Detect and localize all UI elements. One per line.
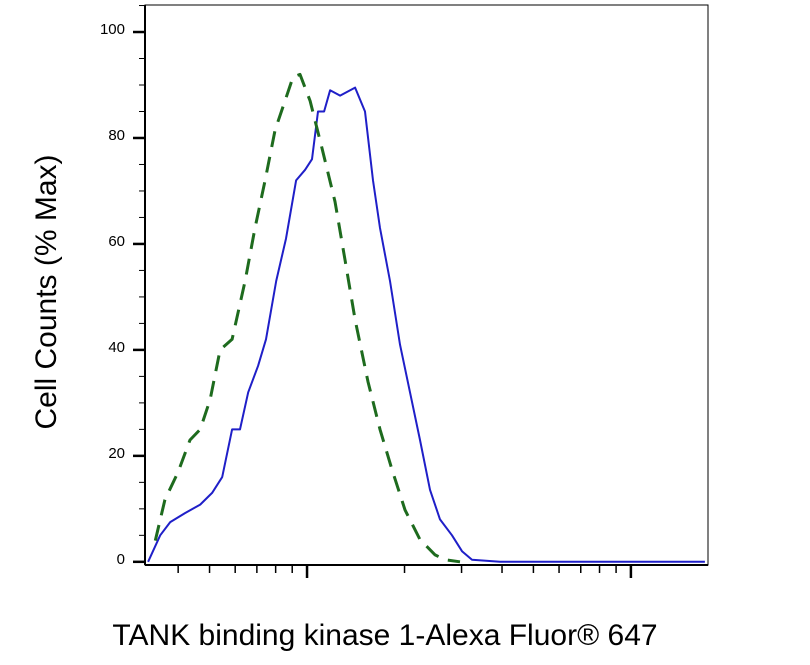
y-tick-label: 0 [117, 551, 125, 568]
histogram-line [153, 72, 461, 564]
x-axis-title: TANK binding kinase 1-Alexa Fluor® 647 [112, 619, 657, 652]
y-tick-label: 60 [108, 233, 125, 250]
y-tick-label: 100 [100, 21, 125, 38]
y-tick-label: 40 [108, 339, 125, 356]
plot-frame [144, 4, 709, 566]
y-axis-title: Cell Counts (% Max) [30, 154, 63, 429]
y-tick-label: 80 [108, 127, 125, 144]
y-tick-label: 20 [108, 445, 125, 462]
histogram-line [147, 86, 705, 563]
